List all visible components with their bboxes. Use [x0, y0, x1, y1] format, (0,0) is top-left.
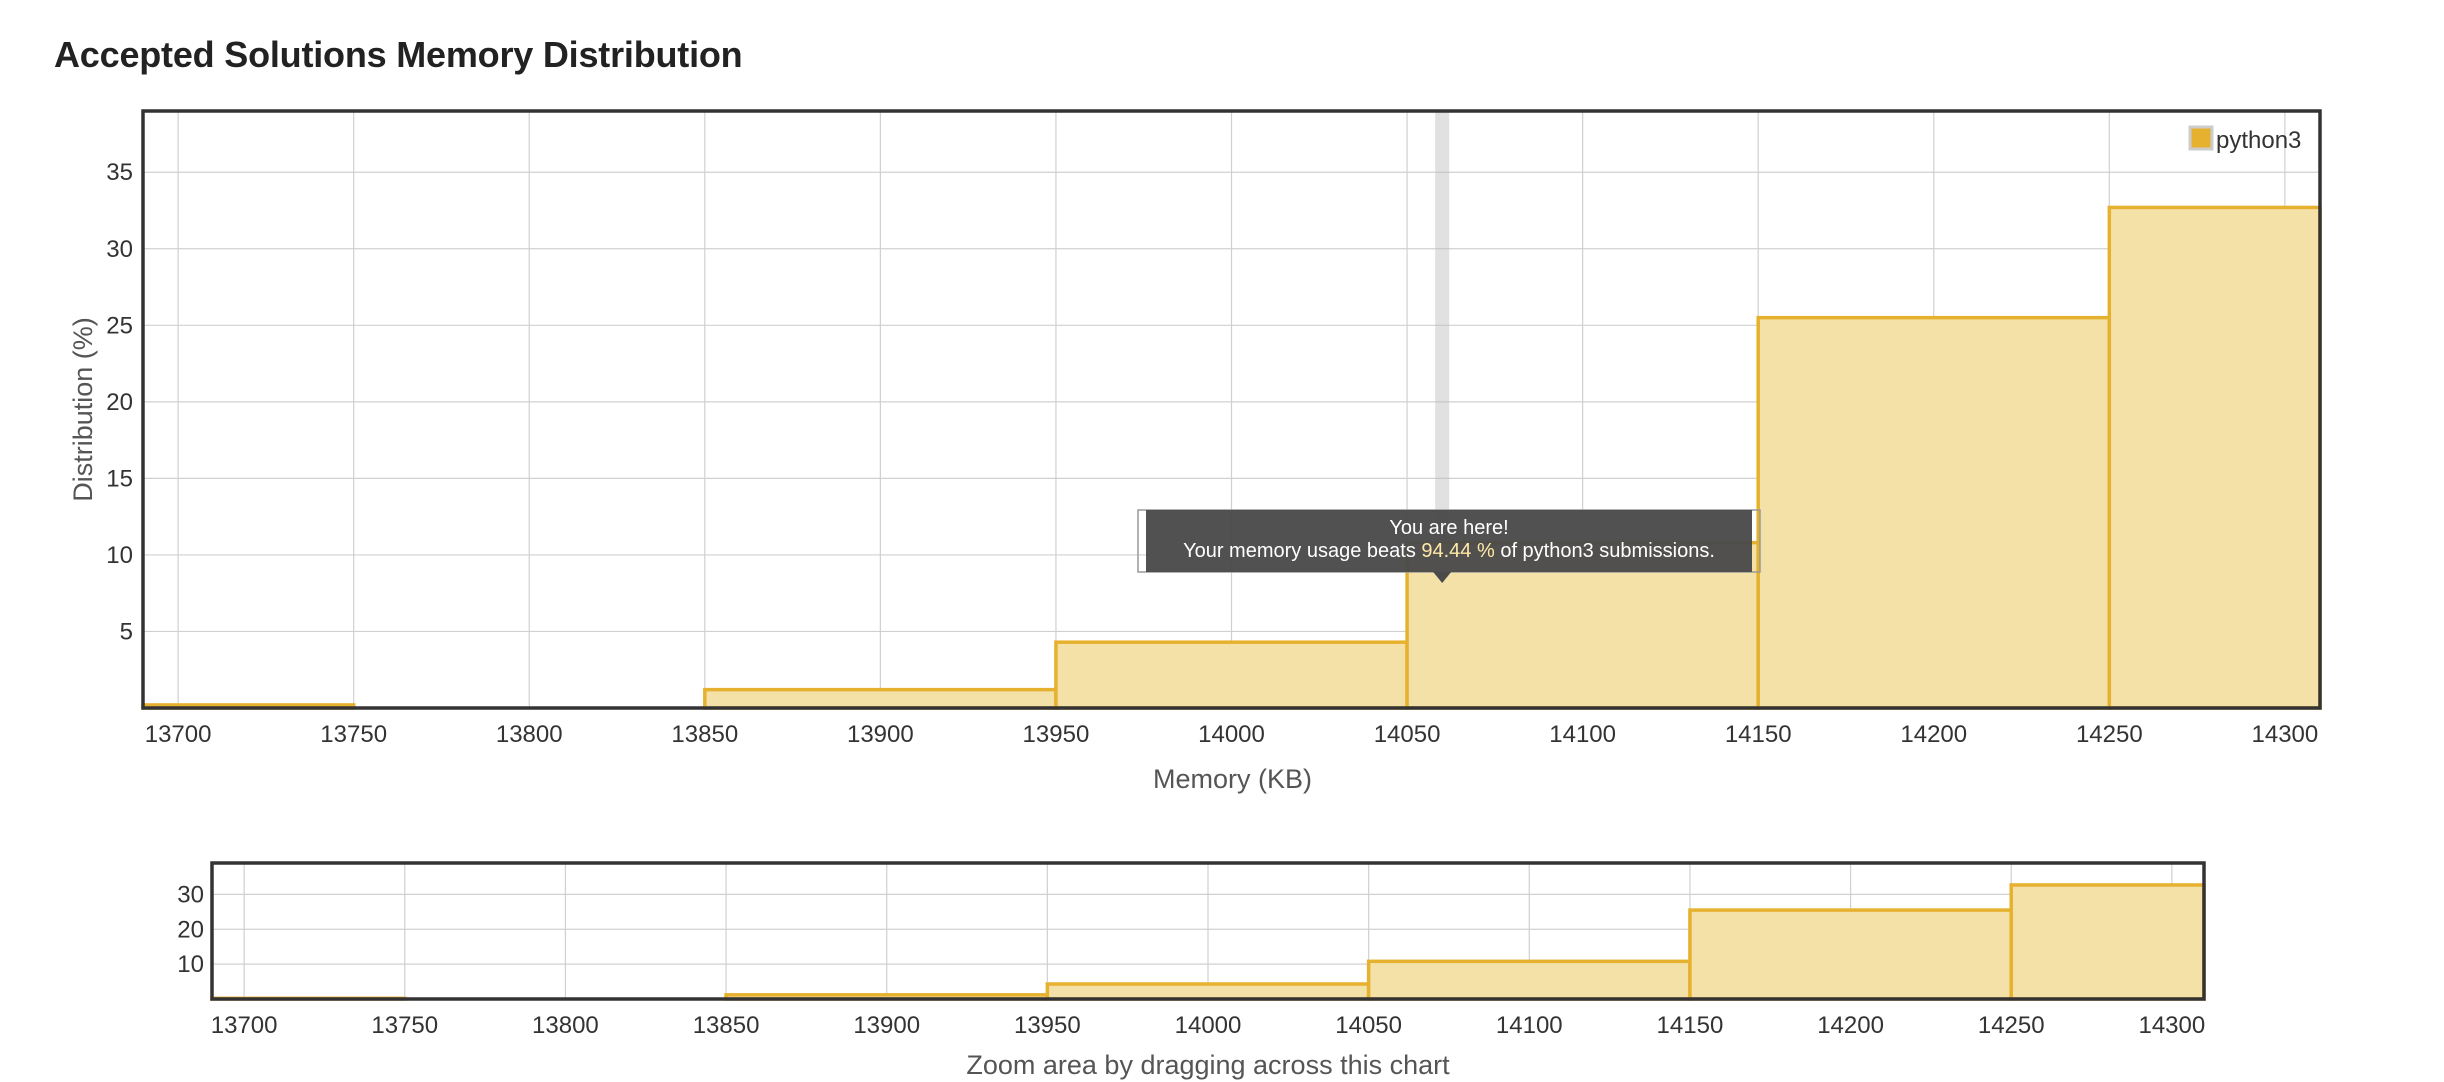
x-tick-label: 13750 — [320, 721, 387, 748]
histogram-bar[interactable] — [1756, 315, 2112, 710]
y-tick-label: 10 — [106, 542, 133, 569]
x-tick-label: 13900 — [847, 721, 914, 748]
x-tick-label: 14100 — [1549, 721, 1616, 748]
x-tick-label: 13700 — [145, 721, 212, 748]
navigator-bar[interactable] — [1366, 959, 1692, 1001]
navigator-x-tick-label: 13950 — [1014, 1012, 1081, 1039]
page-title: Accepted Solutions Memory Distribution — [54, 34, 743, 75]
navigator-x-tick-label: 14100 — [1496, 1012, 1563, 1039]
tooltip: You are here!Your memory usage beats 94.… — [1137, 509, 1761, 583]
legend-label: python3 — [2216, 127, 2301, 154]
navigator-bar[interactable] — [1688, 908, 2013, 1001]
navigator-x-tick-label: 14000 — [1175, 1012, 1242, 1039]
x-tick-label: 13950 — [1023, 721, 1090, 748]
zoom-instruction: Zoom area by dragging across this chart — [966, 1050, 1450, 1080]
navigator-x-tick-label: 13800 — [532, 1012, 599, 1039]
navigator-x-tick-label: 14300 — [2138, 1012, 2205, 1039]
navigator-y-tick-label: 30 — [177, 881, 204, 908]
tooltip-box — [1146, 510, 1752, 572]
navigator-x-tick-label: 14250 — [1978, 1012, 2045, 1039]
navigator-y-tick-label: 20 — [177, 916, 204, 943]
x-tick-label: 14300 — [2252, 721, 2319, 748]
x-tick-label: 14200 — [1900, 721, 1967, 748]
navigator-x-tick-label: 14050 — [1335, 1012, 1402, 1039]
navigator-frame[interactable] — [210, 861, 2206, 1001]
x-tick-label: 14000 — [1198, 721, 1265, 748]
tooltip-percent: 94.44 % — [1421, 540, 1495, 562]
navigator-x-tick-label: 14150 — [1657, 1012, 1724, 1039]
navigator-bar[interactable] — [1045, 982, 1371, 1001]
legend-swatch — [2188, 125, 2214, 151]
navigator-chart[interactable]: 10 20 30 13700 13750 13800 13850 13900 13950 1400… — [177, 861, 2206, 1080]
x-tick-label: 13850 — [671, 721, 738, 748]
x-tick-label: 14150 — [1725, 721, 1792, 748]
navigator-x-tick-label: 13750 — [371, 1012, 438, 1039]
navigator-x-tick-label: 13700 — [211, 1012, 278, 1039]
navigator-bar[interactable] — [2009, 883, 2206, 1001]
tooltip-suffix: of python3 submissions. — [1495, 540, 1715, 562]
y-tick-label: 20 — [106, 389, 133, 416]
x-tick-label: 13800 — [496, 721, 563, 748]
tooltip-arrow — [1433, 572, 1452, 583]
y-tick-label: 5 — [120, 618, 133, 645]
tooltip-title: You are here! — [1389, 517, 1508, 539]
legend[interactable]: python3 — [2188, 125, 2301, 154]
histogram-bar[interactable] — [703, 687, 1058, 710]
histogram-bar[interactable] — [1054, 640, 1409, 710]
y-tick-label: 15 — [106, 465, 133, 492]
y-tick-label: 30 — [106, 236, 133, 263]
plot-frame — [141, 109, 2322, 710]
navigator-x-tick-label: 13850 — [693, 1012, 760, 1039]
x-tick-label: 14050 — [1374, 721, 1441, 748]
main-chart[interactable]: 5 10 15 20 25 30 35 13700 13750 13800 13850 13900 13… — [68, 109, 2322, 794]
navigator-y-tick-label: 10 — [177, 951, 204, 978]
x-axis-label: Memory (KB) — [1153, 764, 1312, 794]
histogram-bar[interactable] — [2107, 205, 2322, 710]
tooltip-prefix: Your memory usage beats — [1183, 540, 1421, 562]
navigator-x-tick-label: 14200 — [1817, 1012, 1884, 1039]
x-tick-label: 14250 — [2076, 721, 2143, 748]
tooltip-message: Your memory usage beats 94.44 % of pytho… — [1183, 540, 1715, 562]
y-tick-label: 25 — [106, 312, 133, 339]
y-tick-label: 35 — [106, 159, 133, 186]
navigator-x-tick-label: 13900 — [853, 1012, 920, 1039]
y-axis-label: Distribution (%) — [68, 317, 98, 502]
